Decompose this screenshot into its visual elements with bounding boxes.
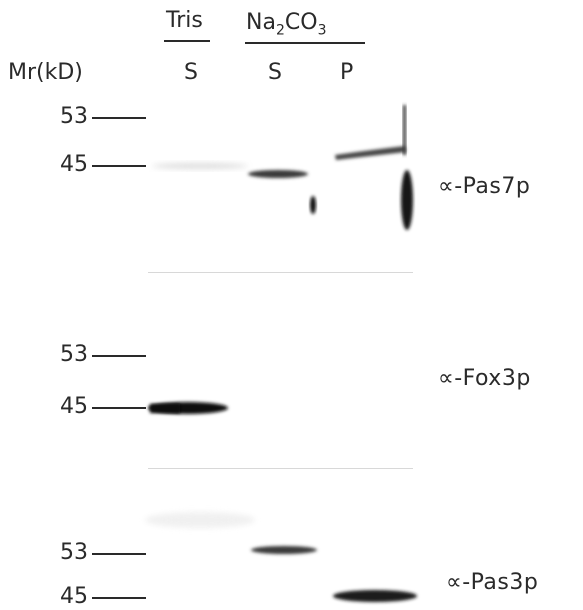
mw-tick-53 — [92, 117, 146, 119]
mw-tick-45 — [92, 597, 146, 599]
band — [335, 146, 406, 160]
band — [333, 590, 417, 602]
lane-label-tris-s: S — [184, 60, 198, 85]
panel-separator — [148, 468, 413, 469]
mw-marker-45: 45 — [60, 584, 88, 609]
mw-marker-53: 53 — [60, 540, 88, 565]
na2co3-underline — [245, 42, 365, 44]
mw-marker-45: 45 — [60, 394, 88, 419]
mr-label: Mr(kD) — [8, 60, 83, 85]
band — [403, 105, 406, 155]
panel-separator — [148, 272, 413, 273]
band — [401, 170, 413, 230]
tris-label: Tris — [166, 8, 203, 33]
lane-label-na-p: P — [340, 60, 354, 85]
antibody-label-pas3p: ∝-Pas3p — [446, 570, 539, 595]
mw-tick-53 — [92, 355, 146, 357]
band — [145, 512, 255, 528]
mw-tick-53 — [92, 553, 146, 555]
band — [310, 196, 316, 214]
band — [251, 546, 317, 554]
band — [152, 163, 248, 169]
mw-tick-45 — [92, 165, 146, 167]
mw-marker-53: 53 — [60, 104, 88, 129]
mw-marker-45: 45 — [60, 152, 88, 177]
tris-underline — [164, 40, 210, 42]
mw-tick-45 — [92, 407, 146, 409]
antibody-label-pas7p: ∝-Pas7p — [438, 174, 531, 199]
band — [150, 404, 180, 413]
mw-marker-53: 53 — [60, 342, 88, 367]
band — [248, 170, 308, 178]
na2co3-label: Na2CO3 — [246, 10, 327, 39]
lane-label-na-s: S — [268, 60, 282, 85]
antibody-label-fox3p: ∝-Fox3p — [438, 366, 531, 391]
